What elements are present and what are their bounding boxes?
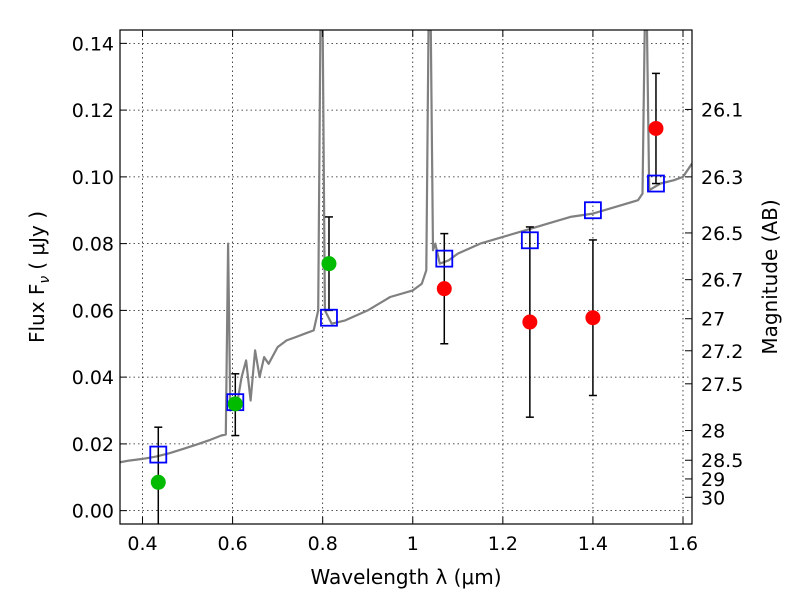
x-tick-label: 1 xyxy=(407,533,419,555)
y-axis-label-unit: ( μJy ) xyxy=(25,211,49,270)
model-spectrum-line xyxy=(120,30,692,464)
y2-tick-label: 29 xyxy=(701,469,725,491)
observed-point xyxy=(585,310,601,326)
y-tick-label: 0.04 xyxy=(72,367,114,389)
observed-point xyxy=(321,256,337,272)
observed-point xyxy=(522,314,538,330)
x-tick-label: 1.4 xyxy=(578,533,608,555)
observed-point xyxy=(227,396,243,412)
observed-points xyxy=(150,120,664,490)
model-photometry-square xyxy=(584,201,602,220)
y2-axis-label: Magnitude (AB) xyxy=(758,199,782,354)
model-photometry-square xyxy=(647,174,665,193)
y-axis-label-main: Flux F xyxy=(25,284,49,343)
y-tick-label: 0.06 xyxy=(72,300,114,322)
y2-tick-label: 28.5 xyxy=(701,450,743,472)
y-tick-label: 0.02 xyxy=(72,434,114,456)
model-photometry-square xyxy=(520,231,539,250)
y-tick-label: 0.00 xyxy=(72,501,114,523)
y-tick-label: 0.08 xyxy=(72,234,114,256)
x-axis-ticks: 0.4 0.6 0.8 1 1.2 1.4 1.6 xyxy=(127,30,698,555)
x-tick-label: 1.6 xyxy=(668,533,698,555)
y2-tick-label: 27.2 xyxy=(701,341,743,363)
y2-tick-label: 27 xyxy=(701,309,725,331)
x-tick-label: 1.2 xyxy=(488,533,518,555)
y-axis-label: Flux Fν ( μJy ) xyxy=(25,211,53,343)
observed-point xyxy=(436,281,452,297)
y-axis-label-subscript: ν xyxy=(37,276,53,284)
y2-tick-label: 30 xyxy=(701,487,725,509)
y2-tick-label: 26.3 xyxy=(701,167,743,189)
y2-tick-label: 26.5 xyxy=(701,223,743,245)
observed-point xyxy=(150,474,166,490)
x-tick-label: 0.6 xyxy=(217,533,247,555)
y2-tick-label: 28 xyxy=(701,421,725,443)
model-photometry-square xyxy=(320,308,338,327)
y-tick-label: 0.12 xyxy=(72,100,114,122)
x-tick-label: 0.4 xyxy=(127,533,157,555)
y-tick-label: 0.14 xyxy=(72,33,114,55)
plot-frame xyxy=(119,29,693,525)
plot-area xyxy=(120,30,692,464)
x-axis-label: Wavelength λ (μm) xyxy=(310,565,501,589)
y2-tick-label: 26.7 xyxy=(701,270,743,292)
y2-tick-label: 26.1 xyxy=(701,99,743,121)
model-photometry-square xyxy=(149,445,168,464)
model-photometry-points xyxy=(149,174,665,464)
y-axis-ticks: 0.00 0.02 0.04 0.06 0.08 0.10 0.12 0.14 xyxy=(72,33,127,523)
observed-point xyxy=(648,120,664,136)
model-photometry-square xyxy=(435,249,454,268)
y-tick-label: 0.10 xyxy=(72,167,114,189)
x-tick-label: 0.8 xyxy=(308,533,338,555)
y2-tick-label: 27.5 xyxy=(701,374,743,396)
